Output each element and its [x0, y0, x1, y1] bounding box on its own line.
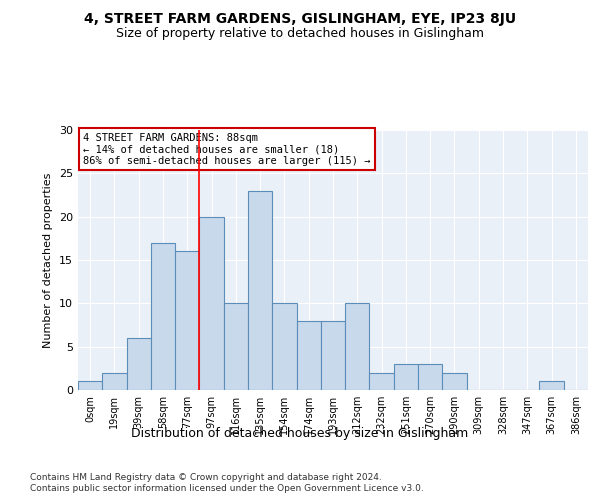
- Bar: [418, 364, 442, 390]
- Bar: [539, 382, 564, 390]
- Bar: [442, 372, 467, 390]
- Bar: [345, 304, 370, 390]
- Bar: [296, 320, 321, 390]
- Bar: [102, 372, 127, 390]
- Bar: [199, 216, 224, 390]
- Text: 4 STREET FARM GARDENS: 88sqm
← 14% of detached houses are smaller (18)
86% of se: 4 STREET FARM GARDENS: 88sqm ← 14% of de…: [83, 132, 371, 166]
- Bar: [272, 304, 296, 390]
- Bar: [224, 304, 248, 390]
- Bar: [248, 190, 272, 390]
- Text: Size of property relative to detached houses in Gislingham: Size of property relative to detached ho…: [116, 28, 484, 40]
- Bar: [78, 382, 102, 390]
- Bar: [175, 252, 199, 390]
- Bar: [127, 338, 151, 390]
- Text: Contains public sector information licensed under the Open Government Licence v3: Contains public sector information licen…: [30, 484, 424, 493]
- Bar: [321, 320, 345, 390]
- Text: 4, STREET FARM GARDENS, GISLINGHAM, EYE, IP23 8JU: 4, STREET FARM GARDENS, GISLINGHAM, EYE,…: [84, 12, 516, 26]
- Bar: [151, 242, 175, 390]
- Text: Contains HM Land Registry data © Crown copyright and database right 2024.: Contains HM Land Registry data © Crown c…: [30, 472, 382, 482]
- Y-axis label: Number of detached properties: Number of detached properties: [43, 172, 53, 348]
- Bar: [370, 372, 394, 390]
- Bar: [394, 364, 418, 390]
- Text: Distribution of detached houses by size in Gislingham: Distribution of detached houses by size …: [131, 428, 469, 440]
